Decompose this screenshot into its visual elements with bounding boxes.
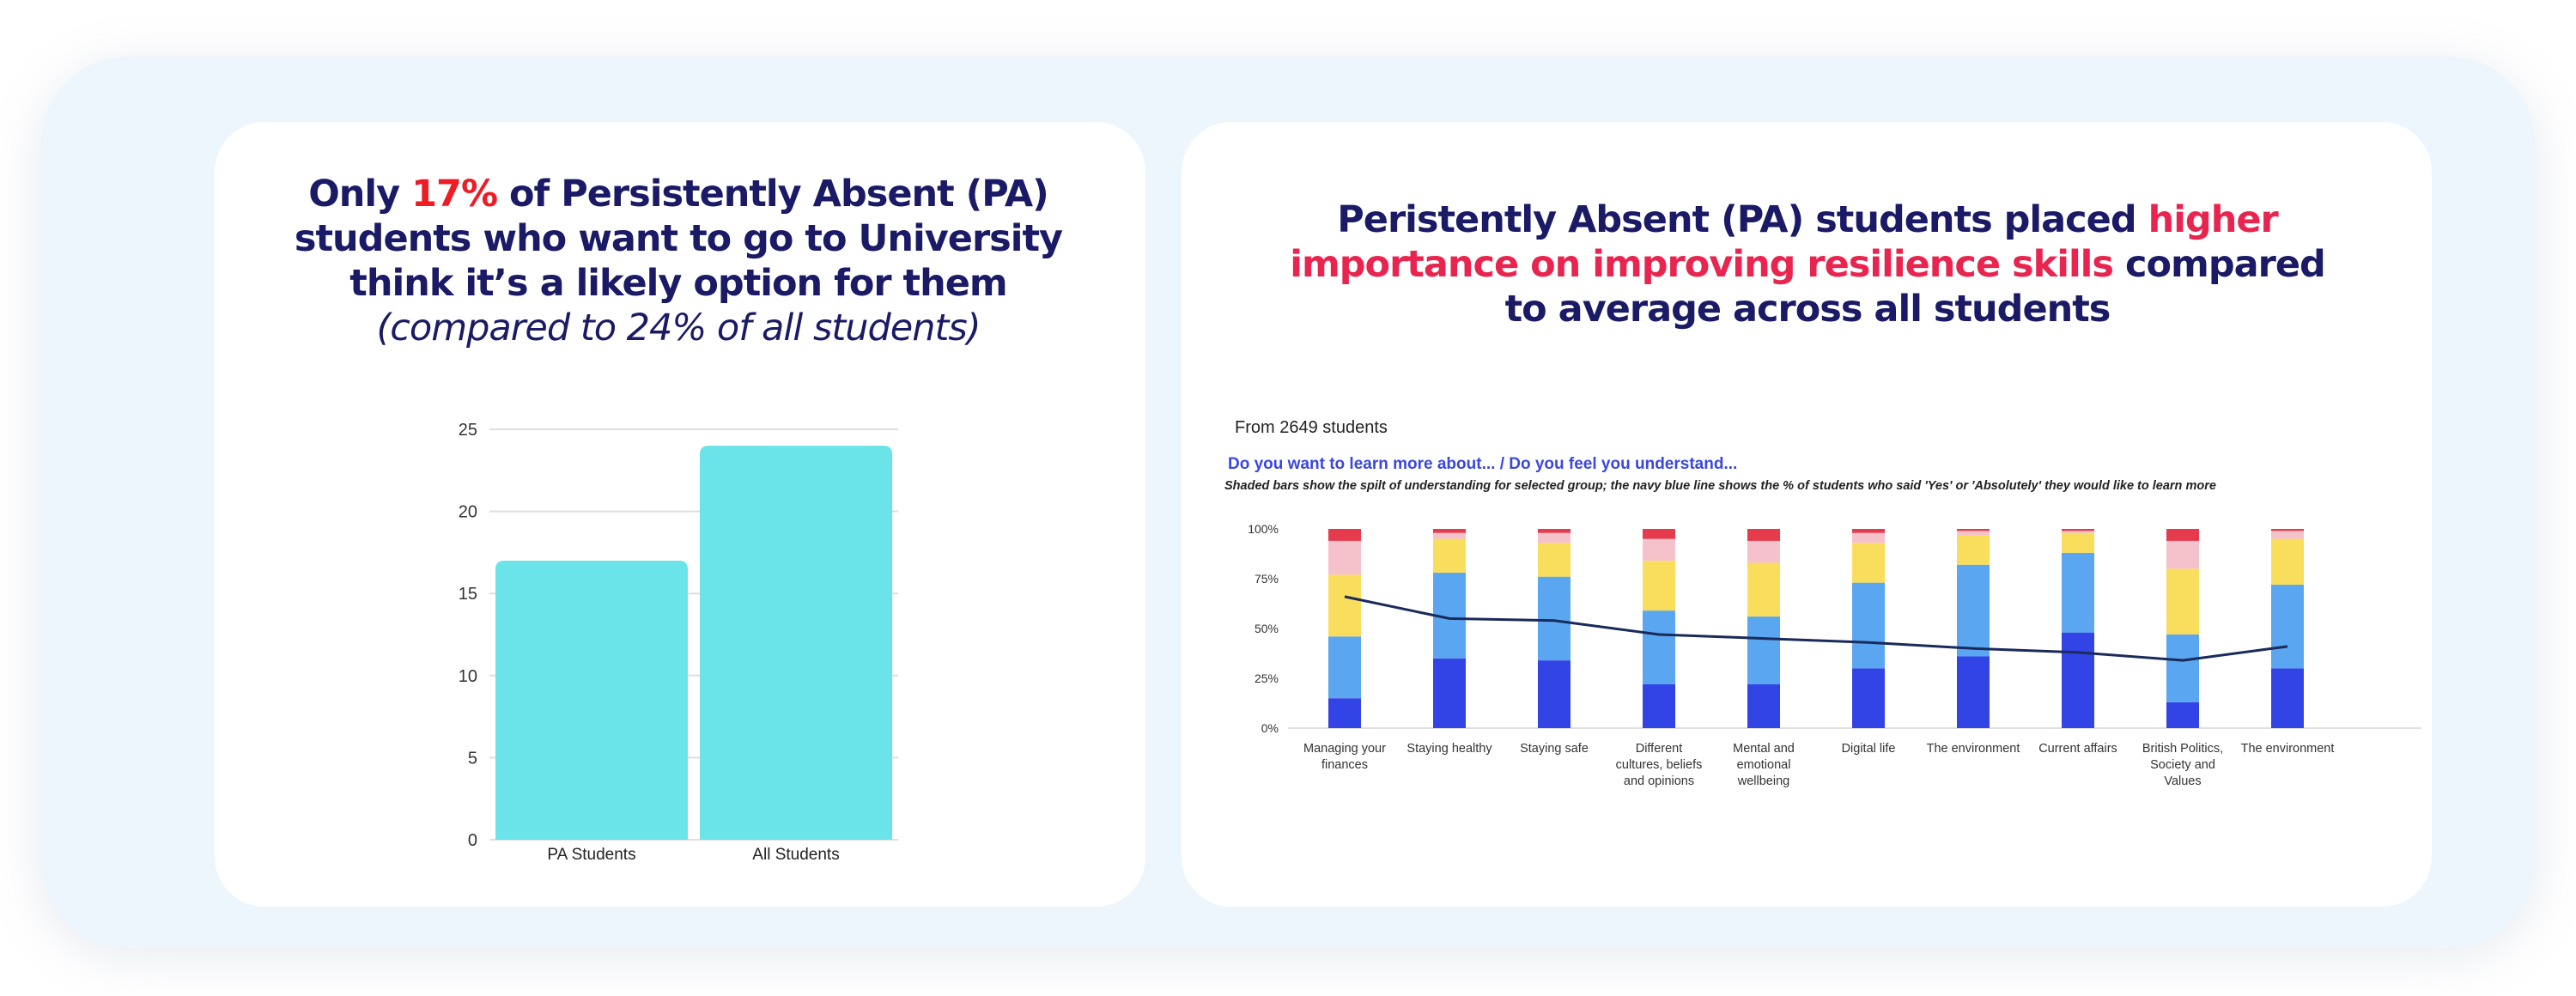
series-line [1344,595,2288,662]
bar-segment [1328,698,1361,728]
bar-segment [1747,540,1780,563]
bar-segment [1328,574,1361,637]
bar-segment [1538,532,1571,544]
bar-segment [2166,529,2199,541]
bar-segment [1433,538,1466,574]
y-tick-label: 25% [1255,671,1279,685]
x-tick-label: and opinions [1624,774,1694,788]
bar-segment [2271,529,2304,531]
bar-segment [2166,540,2199,569]
bar-segment [1747,529,1780,541]
bar [700,446,892,840]
bar-segment [1957,656,1990,728]
x-tick-label: Current affairs [2038,742,2117,756]
caption-text: Shaded bars show the spilt of understand… [1224,479,2216,493]
bar-segment [1852,543,1885,583]
right-card [1182,122,2432,907]
bar-segment [1538,529,1571,533]
x-tick-label: wellbeing [1737,774,1789,788]
bar-segment [1852,668,1885,728]
bar-segment [1433,532,1466,539]
bar-segment [1643,683,1675,728]
bar-segment [1957,534,1990,565]
x-tick-label: Staying safe [1520,742,1589,756]
bar-segment [1957,564,1990,657]
y-tick-label: 10 [459,667,477,686]
x-tick-label: PA Students [547,846,635,864]
right-headline-highlight: higher importance on improving resilienc… [1290,198,2278,286]
x-tick-label: All Students [752,846,839,864]
bar-segment [2271,538,2304,585]
bar-segment [2062,531,2094,533]
x-tick-label: cultures, beliefs [1616,758,1703,772]
bar-segment [2062,529,2094,531]
bar-segment [2271,668,2304,728]
bar-segment [2062,552,2094,633]
bar-segment [1747,616,1780,684]
bar-chart: 0 5 10 15 20 25 PA Students All Students [459,421,898,864]
y-tick-label: 50% [1255,622,1279,635]
bar-segment [1957,529,1990,531]
bar-segment [1643,561,1675,611]
bar-segment [1328,540,1361,575]
bar-segment [1852,582,1885,669]
bar-segment [1328,529,1361,541]
bar-segment [1643,529,1675,539]
bar-segment [2271,531,2304,539]
bar-segment [1957,531,1990,535]
bar-segment [2271,584,2304,669]
right-headline: Peristently Absent (PA) students placed … [1288,197,2327,331]
y-tick-label: 5 [468,749,477,768]
bar-segment [1433,529,1466,533]
y-tick-label: 0 [468,831,477,850]
bar-segment [2166,568,2199,635]
bar-segment [2166,701,2199,728]
y-tick-label: 100% [1248,522,1279,536]
bar-segment [1538,543,1571,577]
left-headline-highlight: 17% [411,173,498,216]
x-tick-label: Digital life [1842,742,1896,756]
bar-segment [1643,538,1675,562]
question-text: Do you want to learn more about... / Do … [1228,455,1737,473]
x-tick-label: Values [2164,774,2201,788]
student-count-note: From 2649 students [1235,418,1388,437]
x-tick-label: The environment [2241,742,2335,756]
x-tick-label: Society and [2150,758,2215,772]
x-tick-label: emotional [1737,758,1791,772]
bar-segment [2062,632,2094,728]
bar-segment [1852,532,1885,544]
left-headline-part2: of Persistently Absent (PA) students who… [294,173,1063,305]
y-tick-label: 75% [1255,572,1279,586]
bar-segment [1538,576,1571,661]
left-headline-italic: (compared to 24% of all students) [376,307,981,349]
bar-segment [1328,636,1361,699]
stacked-chart: From 2649 students Do you want to learn … [1224,418,2421,788]
y-tick-label: 25 [459,421,477,440]
y-tick-label: 20 [459,503,477,522]
bar-segment [1433,658,1466,728]
left-headline-part1: Only [308,173,412,216]
y-tick-label: 15 [459,585,477,604]
right-headline-part1: Peristently Absent (PA) students placed [1337,198,2148,241]
right-headline-part2: compared to average across all students [1504,243,2326,331]
bar-segment [1747,683,1780,728]
bar-segment [1643,610,1675,684]
y-tick-label: 0% [1261,721,1279,735]
bar [495,560,688,840]
bar-segment [2166,634,2199,702]
bar-segment [2062,532,2094,553]
bar-segment [1852,529,1885,533]
x-tick-label: British Politics, [2142,742,2223,756]
bar-segment [1538,660,1571,728]
x-tick-label: finances [1321,758,1368,772]
x-tick-label: Different [1636,742,1683,756]
x-tick-label: The environment [1927,742,2020,756]
x-tick-label: Staying healthy [1406,742,1492,756]
left-headline: Only 17% of Persistently Absent (PA) stu… [292,172,1065,350]
x-tick-label: Managing your [1303,742,1386,756]
x-tick-label: Mental and [1733,742,1795,756]
bar-segment [1747,562,1780,617]
